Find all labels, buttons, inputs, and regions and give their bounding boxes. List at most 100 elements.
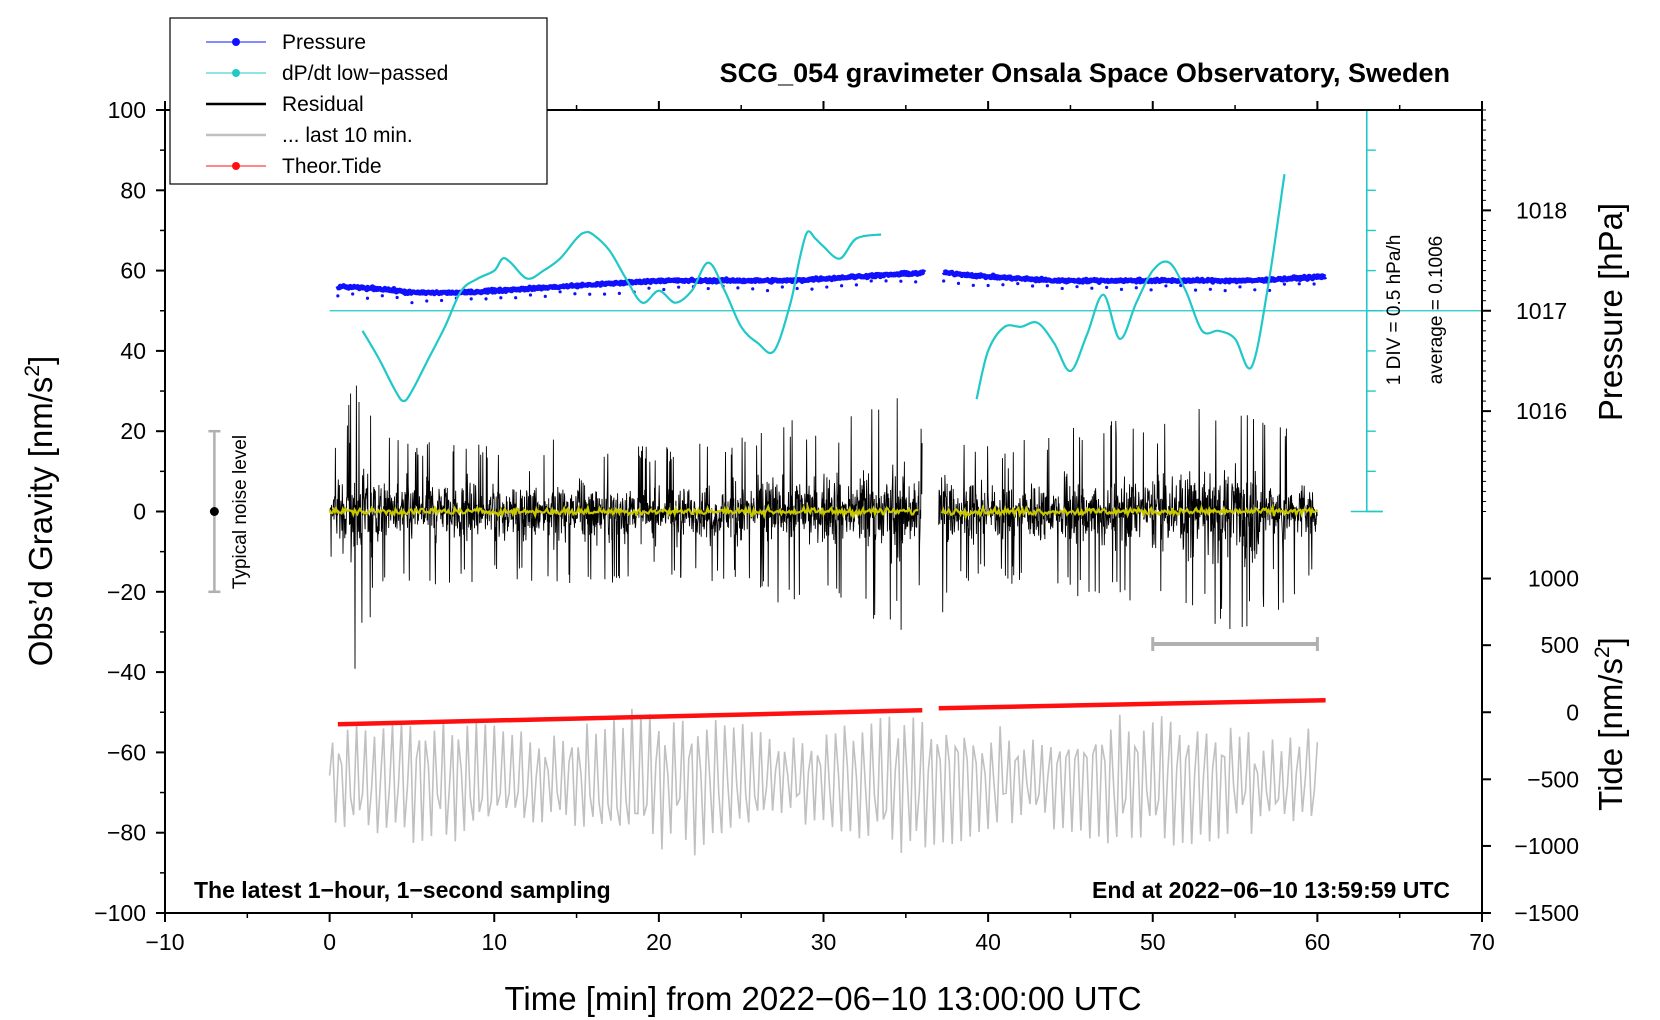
chart-title: SCG_054 gravimeter Onsala Space Observat… [720,58,1450,88]
pressure-point [573,292,577,296]
sampling-note: The latest 1−hour, 1−second sampling [194,877,611,903]
x-tick-label: 10 [481,929,507,955]
x-axis-label: Time [min] from 2022−06−10 13:00:00 UTC [504,980,1141,1017]
pressure-point [1001,283,1005,287]
scale-label-average: average = 0.1006 [1426,236,1447,384]
dpdt-scale-axis [329,109,1482,513]
tide-line [938,697,1326,711]
last10-line [328,708,1319,856]
pressure-point [1119,287,1124,292]
y-tick-label: −100 [94,900,146,926]
pressure-point [602,292,607,296]
noise-level-label: Typical noise level [230,435,251,589]
scale-label-div: 1 DIV = 0.5 hPa/h [1384,235,1405,386]
last10-series [328,708,1319,856]
pressure-point [899,279,903,283]
tide-tick-label: 1000 [1528,566,1579,592]
y-axis-gravity: 100 80 60 40 20 0 −20 −40 −60 −80 −100 [94,97,165,926]
pressure-point [780,285,784,289]
pressure-tick-label: 1017 [1516,298,1567,324]
pressure-point [528,293,533,297]
x-axis: −10 0 10 20 30 40 50 60 70 [145,101,1495,955]
y-tick-label: −80 [107,820,146,846]
pressure-point [736,286,740,290]
legend-label: Theor.Tide [282,155,382,178]
pressure-point [558,290,562,294]
legend-marker [232,162,240,170]
pressure-point [469,297,473,301]
pressure-point [380,294,384,298]
pressure-point [986,283,990,288]
pressure-point [1223,289,1227,293]
x-tick-label: −10 [145,929,184,955]
pressure-point [854,283,859,287]
pressure-point [543,294,547,298]
pressure-point [1179,283,1183,288]
pressure-point [1060,286,1064,291]
pressure-point [662,287,666,292]
x-tick-label: 50 [1140,929,1166,955]
y-tick-label: −60 [107,739,146,765]
x-tick-label: 60 [1305,929,1331,955]
tide-axis-label: Tide [nm/s2] [1591,637,1629,811]
y-axis-label: Obs’d Gravity [nm/s2] [21,356,59,667]
legend-marker [232,38,240,46]
tide-tick-label: 0 [1566,699,1579,725]
pressure-point [1149,288,1153,292]
pressure-point [617,291,621,295]
pressure-point [956,281,961,286]
x-tick-label: 30 [811,929,837,955]
legend: Pressure dP/dt low−passed Residual ... last… [169,17,548,185]
legend-box [169,17,548,185]
y-tick-label: 20 [120,418,146,444]
x-tick-label: 40 [975,929,1001,955]
pressure-point [1075,285,1079,289]
residual-smoothed-line [328,503,919,520]
pressure-point [840,284,844,288]
pressure-point [884,279,888,283]
pressure-point [869,279,873,283]
pressure-axis-label: Pressure [hPa] [1592,203,1629,421]
residual-line [329,385,923,669]
pressure-point [410,301,414,305]
y-tick-label: 80 [120,177,146,203]
pressure-point [706,286,710,291]
pressure-point [484,297,488,301]
pressure-point [1268,288,1272,293]
pressure-line [941,269,1328,285]
pressure-point [351,292,355,296]
pressure-point [825,285,829,289]
x-tick-label: 0 [323,929,336,955]
pressure-point [677,285,681,289]
pressure-tick-label: 1016 [1516,398,1567,424]
pressure-point [499,296,503,300]
tide-tick-label: −1500 [1514,900,1579,926]
legend-label: ... last 10 min. [282,124,413,147]
pressure-point [1134,286,1138,290]
pressure-point [1090,286,1094,290]
pressure-point [514,296,518,300]
legend-label: dP/dt low−passed [282,62,448,85]
pressure-point [1253,288,1257,292]
tide-tick-label: −1000 [1514,833,1579,859]
x-tick-label: 70 [1469,929,1495,955]
pressure-point [1297,282,1301,286]
pressure-point [1045,284,1049,288]
y-tick-label: 40 [120,338,146,364]
legend-marker [232,69,240,77]
pressure-series [335,269,1328,305]
y-tick-label: 0 [133,499,146,525]
pressure-point [914,280,918,284]
y-tick-label: −40 [107,659,146,685]
x-tick-label: 20 [646,929,672,955]
pressure-point [795,286,799,291]
residual-smoothed-line [940,503,1318,521]
pressure-point [971,283,975,287]
pressure-point [751,287,755,291]
pressure-point [395,295,399,300]
pressure-point [365,296,370,300]
pressure-point [439,298,444,303]
pressure-point [1238,285,1242,289]
pressure-point [336,294,340,298]
